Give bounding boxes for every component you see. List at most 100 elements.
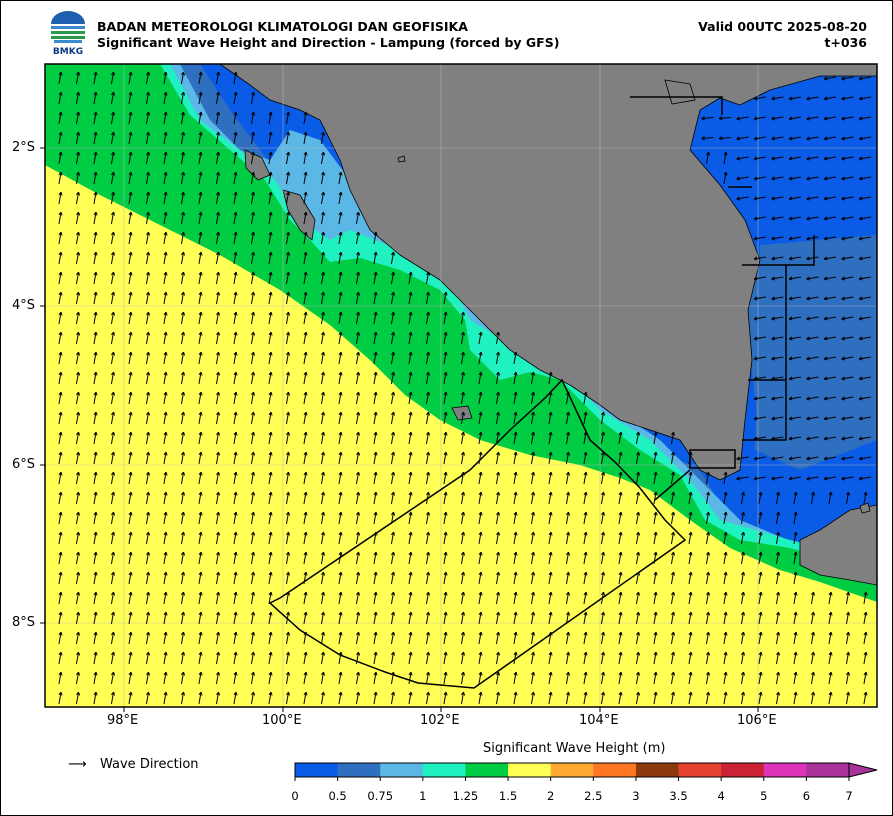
wave-arrow-head [233, 531, 238, 536]
colorbar-border [294, 762, 850, 778]
wave-arrow-shaft [75, 72, 80, 84]
wave-arrow-head [303, 111, 308, 116]
wave-arrow-shaft [688, 672, 692, 684]
wave-arrow-shaft [198, 252, 202, 264]
wave-arrow-head [216, 471, 221, 476]
wave-arrow-head [701, 116, 705, 121]
wave-arrow-head [443, 591, 448, 596]
wave-arrow-head [356, 611, 361, 616]
wave-arrow-head [706, 571, 711, 576]
wave-arrow-head [111, 151, 116, 156]
wave-arrow-head [408, 571, 413, 576]
wave-arrow-shaft [443, 432, 447, 444]
wave-arrow-shaft [58, 612, 62, 624]
wave-arrow-shaft [285, 672, 290, 684]
wave-arrow-shaft [110, 232, 115, 244]
wave-arrow-shaft [425, 612, 430, 624]
wave-arrow-shaft [789, 156, 801, 160]
wave-arrow-head [146, 691, 151, 696]
wave-arrow-head [706, 531, 711, 536]
wave-arrow-head [443, 611, 448, 616]
wave-arrow-shaft [215, 272, 220, 284]
wave-arrow-shaft [793, 692, 797, 704]
wave-arrow-shaft [408, 352, 412, 364]
wave-arrow-head [303, 311, 308, 316]
wave-arrow-head [771, 356, 776, 361]
wave-arrow-head [268, 451, 273, 456]
wave-arrow-shaft [723, 172, 727, 184]
wave-arrow-head [776, 511, 781, 516]
wave-arrow-head [391, 511, 396, 516]
wave-arrow-head [443, 371, 448, 376]
wave-arrow-shaft [285, 152, 290, 164]
wave-arrow-shaft [425, 512, 430, 524]
wave-arrow-head [338, 631, 343, 636]
wave-arrow-head [443, 571, 448, 576]
wave-arrow-shaft [233, 652, 237, 664]
wave-arrow-head [373, 671, 378, 676]
wave-arrow-shaft [215, 692, 220, 704]
wave-arrow-shaft [701, 116, 714, 120]
wave-arrow-shaft [771, 376, 784, 380]
wave-arrow-shaft [163, 352, 167, 364]
wave-arrow-shaft [285, 172, 290, 184]
wave-arrow-head [93, 211, 98, 216]
wave-arrow-shaft [653, 512, 657, 524]
wave-arrow-head [321, 551, 326, 556]
wave-arrow-shaft [583, 432, 587, 444]
wave-arrow-head [753, 316, 758, 321]
wave-arrow-shaft [841, 316, 854, 320]
wave-arrow-shaft [93, 632, 97, 644]
wave-arrow-shaft [530, 412, 535, 424]
wave-arrow-shaft [653, 612, 657, 624]
wave-arrow-shaft [754, 436, 766, 440]
wave-arrow-head [566, 431, 571, 436]
wave-arrow-head [76, 511, 81, 516]
wave-arrow-shaft [863, 492, 867, 504]
wave-arrow-head [391, 411, 396, 416]
wave-arrow-head [513, 371, 518, 376]
wave-arrow-head [338, 251, 343, 256]
wave-arrow-head [806, 136, 811, 141]
wave-arrow-head [566, 671, 571, 676]
wave-arrow-shaft [530, 372, 535, 384]
wave-arrow-head [128, 351, 133, 356]
wave-arrow-shaft [565, 592, 570, 604]
wave-arrow-shaft [530, 472, 535, 484]
wave-arrow-shaft [789, 336, 801, 340]
wave-arrow-shaft [740, 572, 745, 584]
wave-arrow-head [286, 111, 291, 116]
wave-arrow-shaft [75, 372, 80, 384]
wave-arrow-head [391, 551, 396, 556]
wave-arrow-head [58, 311, 63, 316]
wave-arrow-shaft [841, 96, 854, 100]
wave-arrow-shaft [303, 252, 307, 264]
wave-arrow-shaft [705, 472, 710, 484]
wave-arrow-head [93, 411, 98, 416]
wave-arrow-shaft [495, 352, 500, 364]
wave-arrow-shaft [771, 296, 784, 300]
wave-arrow-head [163, 411, 168, 416]
wave-arrow-shaft [806, 276, 819, 280]
wave-arrow-shaft [338, 632, 342, 644]
wave-arrow-shaft [670, 432, 675, 444]
wave-arrow-head [513, 491, 518, 496]
wave-arrow-head [338, 351, 343, 356]
wave-arrow-shaft [285, 512, 290, 524]
wave-arrow-head [548, 471, 553, 476]
wave-arrow-head [338, 371, 343, 376]
wave-arrow-head [531, 571, 536, 576]
wave-arrow-head [771, 296, 776, 301]
wave-arrow-shaft [806, 336, 819, 340]
wave-arrow-shaft [565, 612, 570, 624]
wave-arrow-head [128, 171, 133, 176]
wave-arrow-shaft [303, 192, 307, 204]
wave-arrow-shaft [110, 512, 115, 524]
wave-arrow-head [181, 231, 186, 236]
wave-arrow-shaft [390, 312, 395, 324]
wave-arrow-shaft [338, 212, 342, 224]
wave-arrow-shaft [495, 412, 500, 424]
wave-arrow-head [391, 271, 396, 276]
wave-arrow-shaft [180, 432, 185, 444]
wave-arrow-head [286, 151, 291, 156]
